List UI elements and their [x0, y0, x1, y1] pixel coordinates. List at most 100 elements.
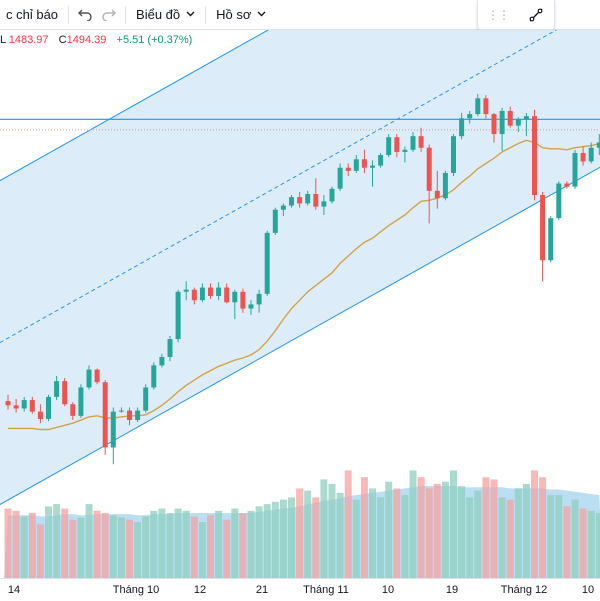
candle-body: [556, 183, 561, 218]
candle-body: [249, 304, 254, 308]
trend-line-tool-icon[interactable]: [518, 7, 554, 23]
volume-bar: [353, 500, 360, 578]
chart-type-label: Biểu đồ: [136, 7, 180, 22]
candle-body: [362, 159, 367, 167]
volume-bar: [280, 500, 287, 578]
chevron-down-icon: [186, 9, 195, 20]
volume-bar: [572, 500, 579, 578]
floating-drawing-toolbar: ⋮⋮: [477, 0, 555, 30]
candle-body: [330, 189, 335, 202]
candle-body: [6, 401, 11, 405]
candle-body: [135, 411, 140, 420]
candle-body: [524, 116, 529, 119]
toolbar-divider: [205, 6, 206, 24]
time-axis[interactable]: 14 Tháng 10 12 21 Tháng 11 10 19 Tháng 1…: [0, 578, 600, 601]
x-tick-label: 12: [194, 584, 206, 596]
candle-body: [475, 98, 480, 114]
volume-bar: [94, 511, 101, 578]
candle-body: [62, 381, 67, 404]
volume-bar: [434, 484, 441, 578]
volume-bar: [304, 491, 311, 578]
candle-body: [232, 292, 237, 303]
volume-bar: [69, 520, 76, 578]
candle-body: [394, 137, 399, 152]
volume-bar: [393, 488, 400, 578]
volume-bar: [426, 488, 433, 578]
volume-bar: [21, 516, 28, 578]
volume-bar: [418, 477, 425, 578]
candle-body: [184, 290, 189, 292]
volume-bar: [369, 488, 376, 578]
volume-bar: [515, 488, 522, 578]
candle-body: [451, 136, 456, 173]
chart-type-dropdown[interactable]: Biểu đồ: [130, 0, 201, 29]
candle-body: [95, 370, 100, 383]
candle-body: [200, 288, 205, 301]
x-tick-label: Tháng 12: [501, 584, 547, 596]
volume-bar: [126, 520, 133, 578]
x-tick-label: Tháng 11: [303, 584, 349, 596]
price-chart[interactable]: [0, 30, 600, 578]
volume-bar: [580, 509, 587, 578]
candle-body: [273, 210, 278, 233]
candle-body: [443, 173, 448, 198]
volume-bar: [596, 513, 600, 578]
candle-body: [168, 339, 173, 357]
candle-body: [281, 206, 286, 210]
candle-body: [143, 387, 148, 410]
x-tick-label: 19: [446, 584, 458, 596]
candle-body: [54, 381, 59, 397]
candle-body: [581, 153, 586, 161]
candle-body: [483, 98, 488, 114]
volume-bar: [410, 470, 417, 578]
volume-bar: [588, 511, 595, 578]
candle-body: [354, 159, 359, 171]
candle-body: [22, 400, 27, 408]
volume-bar: [547, 495, 554, 578]
volume-bar: [215, 511, 222, 578]
volume-bar: [563, 506, 570, 578]
redo-icon[interactable]: [97, 0, 121, 29]
candle-body: [14, 405, 19, 408]
candle-body: [411, 136, 416, 150]
template-dropdown[interactable]: Hồ sơ: [210, 0, 272, 29]
candle-body: [240, 292, 245, 309]
volume-bar: [401, 495, 408, 578]
volume-bar: [45, 506, 52, 578]
ohlc-legend: L 1483.97 C1494.39 +5.51 (+0.37%): [0, 34, 192, 46]
candle-body: [208, 288, 213, 296]
candle-body: [192, 290, 197, 301]
volume-bar: [175, 509, 182, 578]
volume-bar: [102, 513, 109, 578]
volume-bar: [142, 516, 149, 578]
candle-body: [378, 155, 383, 166]
candle-body: [386, 137, 391, 155]
volume-bar: [466, 497, 473, 578]
candle-body: [338, 168, 343, 189]
candle-body: [30, 400, 35, 412]
candle-body: [321, 201, 326, 206]
candle-body: [38, 412, 43, 419]
candle-body: [265, 233, 270, 294]
candle-body: [370, 166, 375, 168]
indicators-button[interactable]: c chỉ báo: [0, 0, 64, 29]
candle-body: [435, 191, 440, 198]
legend-low-prefix: L: [0, 34, 6, 46]
volume-bar: [37, 524, 44, 578]
volume-bar: [531, 470, 538, 578]
volume-bar: [491, 479, 498, 578]
candle-body: [427, 148, 432, 191]
volume-bar: [110, 515, 117, 578]
candle-body: [78, 387, 83, 415]
drag-handle-icon[interactable]: ⋮⋮: [478, 8, 518, 22]
parallel-channel[interactable]: [0, 30, 600, 505]
x-tick-label: 10: [582, 584, 594, 596]
candle-body: [119, 411, 124, 412]
candle-body: [516, 119, 521, 125]
volume-bar: [320, 479, 327, 578]
legend-close-prefix: C: [59, 34, 67, 46]
candle-body: [289, 197, 294, 205]
volume-pane: [4, 470, 600, 578]
undo-icon[interactable]: [73, 0, 97, 29]
candle-body: [87, 370, 92, 388]
